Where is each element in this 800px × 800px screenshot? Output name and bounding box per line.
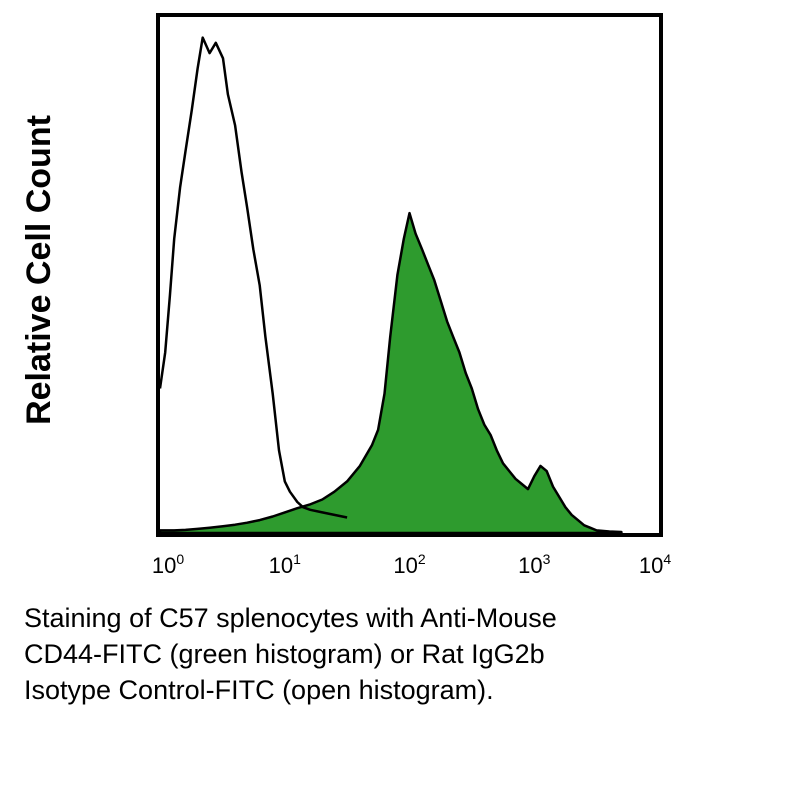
y-axis-label: Relative Cell Count (20, 115, 58, 425)
caption-line: Staining of C57 splenocytes with Anti-Mo… (24, 603, 557, 633)
series-layer (158, 36, 623, 535)
x-tick-label: 102 (393, 551, 425, 578)
x-tick-labels: 100 101 102 103 104 (152, 551, 671, 578)
x-tick-label: 101 (269, 551, 301, 578)
x-tick-label: 104 (639, 551, 671, 578)
histogram-chart: Relative Cell Count 100 101 102 103 104 (20, 13, 671, 578)
caption-line: CD44-FITC (green histogram) or Rat IgG2b (24, 639, 545, 669)
figure-caption: Staining of C57 splenocytes with Anti-Mo… (24, 600, 784, 708)
x-tick-label: 100 (152, 551, 184, 578)
x-tick-label: 103 (518, 551, 550, 578)
caption-line: Isotype Control-FITC (open histogram). (24, 675, 494, 705)
series-open-histogram (158, 36, 348, 519)
plot-frame (156, 13, 663, 537)
series-green-histogram (158, 211, 623, 535)
